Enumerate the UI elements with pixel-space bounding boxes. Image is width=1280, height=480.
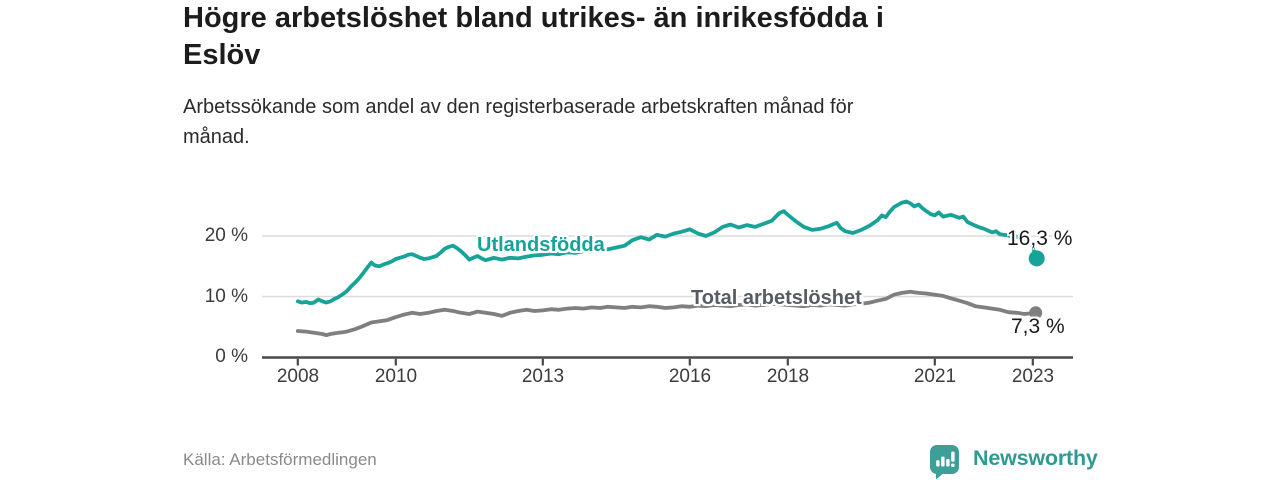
series-line-1 <box>295 289 1038 338</box>
end-dot-0 <box>1028 250 1045 267</box>
y-tick-label: 10 % <box>204 286 248 307</box>
end-value-label-total: 7,3 % <box>1011 315 1065 338</box>
chart-title: Högre arbetslöshet bland utrikes- än inr… <box>183 2 884 71</box>
series-label-utlandsfodda: Utlandsfödda <box>477 234 605 256</box>
end-dot-1 <box>1029 306 1043 320</box>
x-tick-label: 2013 <box>521 366 565 387</box>
newsworthy-logo-icon <box>930 445 959 480</box>
chart-subtitle: Arbetssökande som andel av den registerb… <box>183 96 854 148</box>
y-tick-label: 20 % <box>204 225 248 246</box>
newsworthy-logo: Newsworthy <box>929 444 1098 480</box>
x-tick-label: 2010 <box>374 366 418 387</box>
x-tick-label: 2021 <box>913 366 957 387</box>
x-tick-label: 2008 <box>276 366 320 387</box>
newsworthy-logo-text: Newsworthy <box>973 446 1098 470</box>
end-value-label-utlandsfodda: 16,3 % <box>1007 227 1073 250</box>
x-tick-label: 2018 <box>766 366 810 387</box>
x-tick-label: 2016 <box>668 366 712 387</box>
series-line-0 <box>295 199 1039 306</box>
series-label-total-arbetsloshet: Total arbetslöshet <box>691 287 862 309</box>
x-tick-label: 2023 <box>1011 366 1055 387</box>
y-tick-label: 0 % <box>215 346 248 367</box>
source-note: Källa: Arbetsförmedlingen <box>183 450 377 469</box>
